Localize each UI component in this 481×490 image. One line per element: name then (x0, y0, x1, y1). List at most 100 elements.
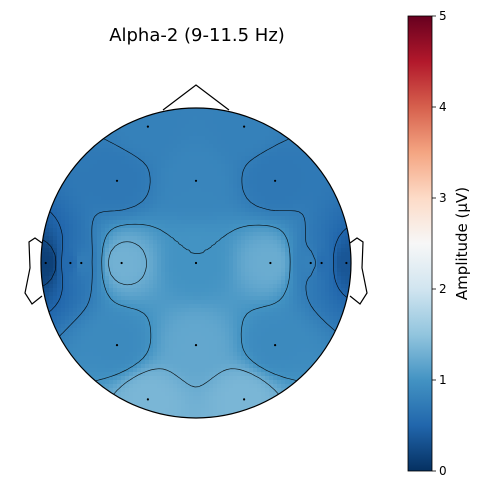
heat-cell (97, 336, 102, 341)
heat-cell (249, 204, 254, 209)
heat-cell (245, 176, 250, 181)
heat-cell (185, 316, 190, 321)
heat-cell (197, 324, 202, 329)
heat-cell (309, 152, 314, 157)
heat-cell (301, 156, 306, 161)
heat-cell (121, 292, 126, 297)
heat-cell (133, 292, 138, 297)
heat-cell (101, 156, 106, 161)
heat-cell (265, 108, 270, 113)
heat-cell (65, 220, 70, 225)
heat-cell (225, 128, 230, 133)
heat-cell (125, 152, 130, 157)
heat-cell (101, 152, 106, 157)
heat-cell (117, 340, 122, 345)
heat-cell (237, 108, 242, 113)
heat-cell (181, 268, 186, 273)
heat-cell (113, 308, 118, 313)
heat-cell (61, 324, 66, 329)
heat-cell (249, 292, 254, 297)
heat-cell (229, 112, 234, 117)
heat-cell (97, 264, 102, 269)
heat-cell (41, 176, 46, 181)
heat-cell (113, 324, 118, 329)
heat-cell (341, 232, 346, 237)
heat-cell (345, 132, 350, 137)
heat-cell (217, 192, 222, 197)
heat-cell (53, 336, 58, 341)
heat-cell (257, 336, 262, 341)
heat-cell (145, 336, 150, 341)
heat-cell (113, 264, 118, 269)
heat-cell (245, 232, 250, 237)
heat-cell (177, 232, 182, 237)
heat-cell (277, 140, 282, 145)
heat-cell (125, 160, 130, 165)
heat-cell (61, 328, 66, 333)
heat-cell (281, 196, 286, 201)
heat-cell (205, 252, 210, 257)
heat-cell (301, 172, 306, 177)
heat-cell (193, 284, 198, 289)
heat-cell (153, 312, 158, 317)
heat-cell (221, 168, 226, 173)
heat-cell (265, 252, 270, 257)
heat-cell (225, 132, 230, 137)
heat-cell (341, 168, 346, 173)
heat-cell (149, 128, 154, 133)
heat-cell (285, 292, 290, 297)
heat-cell (269, 348, 274, 353)
heat-cell (137, 168, 142, 173)
heat-cell (317, 308, 322, 313)
heat-cell (177, 192, 182, 197)
heat-cell (125, 180, 130, 185)
heat-cell (233, 280, 238, 285)
heat-cell (49, 208, 54, 213)
heat-cell (141, 308, 146, 313)
heat-cell (121, 220, 126, 225)
heat-cell (261, 292, 266, 297)
heat-cell (293, 300, 298, 305)
heat-cell (121, 152, 126, 157)
heat-cell (113, 164, 118, 169)
heat-cell (121, 208, 126, 213)
heat-cell (185, 180, 190, 185)
heat-cell (333, 292, 338, 297)
heat-cell (209, 228, 214, 233)
heat-cell (73, 256, 78, 261)
heat-cell (137, 236, 142, 241)
heat-cell (53, 108, 58, 113)
heat-cell (349, 136, 351, 141)
heat-cell (161, 228, 166, 233)
heat-cell (313, 112, 318, 117)
heat-cell (349, 336, 351, 341)
heat-cell (61, 208, 66, 213)
heat-cell (49, 180, 54, 185)
heat-cell (61, 248, 66, 253)
heat-cell (117, 156, 122, 161)
heat-cell (89, 172, 94, 177)
heat-cell (93, 348, 98, 353)
heat-cell (157, 264, 162, 269)
heat-cell (233, 152, 238, 157)
heat-cell (141, 204, 146, 209)
heat-cell (305, 248, 310, 253)
heat-cell (201, 352, 206, 357)
heat-cell (237, 156, 242, 161)
heat-cell (293, 148, 298, 153)
heat-cell (177, 324, 182, 329)
heat-cell (61, 244, 66, 249)
heat-cell (109, 232, 114, 237)
heat-cell (145, 268, 150, 273)
heat-cell (221, 276, 226, 281)
heat-cell (281, 128, 286, 133)
heat-cell (61, 136, 66, 141)
heat-cell (65, 320, 70, 325)
heat-cell (161, 344, 166, 349)
heat-cell (157, 212, 162, 217)
heat-cell (105, 184, 110, 189)
heat-cell (113, 284, 118, 289)
heat-cell (93, 224, 98, 229)
heat-cell (181, 228, 186, 233)
heat-cell (325, 264, 330, 269)
